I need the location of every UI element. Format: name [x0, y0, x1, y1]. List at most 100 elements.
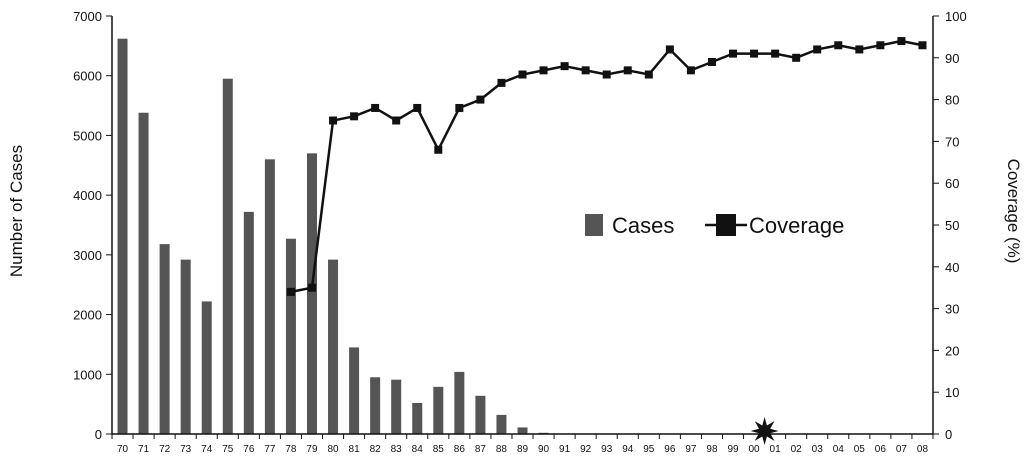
x-tick-label-93: 93 — [601, 444, 613, 455]
y-tick-label-5000: 5000 — [73, 128, 102, 143]
coverage-point-88 — [497, 78, 506, 87]
y-tick-label-1000: 1000 — [73, 367, 102, 382]
bar-75 — [222, 78, 233, 434]
x-tick-label-78: 78 — [285, 444, 297, 455]
x-tick-label-96: 96 — [664, 444, 676, 455]
coverage-point-78 — [286, 287, 295, 296]
x-tick-label-70: 70 — [117, 444, 129, 455]
x-tick-label-81: 81 — [349, 444, 361, 455]
x-tick-label-90: 90 — [538, 444, 550, 455]
x-tick-label-99: 99 — [727, 444, 739, 455]
y-tick-label-2000: 2000 — [73, 308, 102, 323]
x-tick-label-98: 98 — [706, 444, 718, 455]
bar-76 — [243, 211, 254, 434]
bar-85 — [433, 386, 444, 434]
x-tick-label-89: 89 — [517, 444, 529, 455]
coverage-point-85 — [434, 145, 443, 154]
x-tick-label-94: 94 — [622, 444, 634, 455]
coverage-point-86 — [455, 103, 464, 112]
legend-marker-coverage — [716, 214, 736, 236]
x-tick-label-95: 95 — [643, 444, 655, 455]
coverage-point-89 — [518, 70, 527, 79]
x-tick-label-04: 04 — [833, 444, 845, 455]
coverage-point-98 — [707, 57, 716, 66]
bar-78 — [285, 238, 296, 434]
coverage-point-06 — [876, 41, 885, 50]
x-tick-label-77: 77 — [264, 444, 276, 455]
coverage-point-03 — [813, 45, 822, 54]
x-tick-label-75: 75 — [222, 444, 234, 455]
legend-label-cases: Cases — [612, 213, 674, 238]
y-axis-title: Number of Cases — [7, 145, 26, 277]
coverage-point-96 — [665, 45, 674, 54]
bar-70 — [117, 38, 128, 434]
x-tick-label-86: 86 — [454, 444, 466, 455]
coverage-point-84 — [413, 103, 422, 112]
coverage-point-82 — [371, 103, 380, 112]
coverage-point-92 — [581, 66, 590, 75]
x-tick-label-74: 74 — [201, 444, 213, 455]
coverage-point-80 — [329, 116, 338, 125]
y2-tick-label-50: 50 — [945, 218, 959, 233]
star-marker-icon — [750, 417, 779, 445]
bar-80 — [328, 259, 339, 434]
coverage-line — [290, 39, 923, 294]
coverage-point-95 — [644, 70, 653, 79]
coverage-point-79 — [307, 283, 316, 292]
x-tick-label-03: 03 — [812, 444, 824, 455]
bar-77 — [264, 159, 275, 435]
bar-87 — [475, 395, 486, 434]
coverage-point-81 — [350, 112, 359, 121]
x-tick-label-08: 08 — [917, 444, 929, 455]
x-tick-label-06: 06 — [875, 444, 887, 455]
x-tick-label-76: 76 — [243, 444, 255, 455]
coverage-point-90 — [539, 66, 548, 75]
x-tick-label-80: 80 — [327, 444, 339, 455]
x-tick-label-01: 01 — [770, 444, 782, 455]
bar-81 — [349, 347, 360, 434]
x-tick-label-84: 84 — [412, 444, 424, 455]
x-tick-label-85: 85 — [433, 444, 445, 455]
coverage-point-04 — [834, 41, 843, 50]
legend-swatch-cases — [585, 214, 603, 236]
coverage-point-01 — [771, 49, 780, 58]
x-tick-label-02: 02 — [791, 444, 803, 455]
y-tick-label-4000: 4000 — [73, 188, 102, 203]
y-tick-label-6000: 6000 — [73, 69, 102, 84]
axes-group: 0100020003000400050006000700001020304050… — [73, 9, 967, 455]
bar-72 — [159, 244, 170, 434]
bar-74 — [201, 301, 212, 434]
y2-tick-label-100: 100 — [945, 9, 967, 24]
bar-86 — [454, 371, 465, 434]
bar-73 — [180, 259, 191, 434]
coverage-point-02 — [792, 53, 801, 62]
x-tick-label-88: 88 — [496, 444, 508, 455]
y2-tick-label-0: 0 — [945, 427, 952, 442]
bar-89 — [517, 427, 528, 434]
coverage-point-07 — [897, 37, 906, 46]
x-tick-label-05: 05 — [854, 444, 866, 455]
coverage-point-97 — [686, 66, 695, 75]
x-tick-label-97: 97 — [685, 444, 697, 455]
x-tick-label-73: 73 — [180, 444, 192, 455]
y-tick-label-0: 0 — [95, 427, 102, 442]
y-tick-label-7000: 7000 — [73, 9, 102, 24]
y2-tick-label-10: 10 — [945, 385, 959, 400]
coverage-point-91 — [560, 62, 569, 71]
coverage-point-94 — [623, 66, 632, 75]
coverage-point-08 — [918, 41, 927, 50]
bars-group — [117, 38, 549, 435]
x-tick-label-92: 92 — [580, 444, 592, 455]
y2-tick-label-70: 70 — [945, 134, 959, 149]
y-tick-label-3000: 3000 — [73, 248, 102, 263]
bar-84 — [412, 402, 423, 434]
coverage-point-83 — [392, 116, 401, 125]
x-tick-label-87: 87 — [475, 444, 487, 455]
legend-label-coverage: Coverage — [749, 213, 844, 238]
y2-tick-label-60: 60 — [945, 176, 959, 191]
coverage-point-00 — [750, 49, 759, 58]
x-tick-label-07: 07 — [896, 444, 908, 455]
legend: Cases Coverage — [585, 213, 844, 238]
y2-tick-label-90: 90 — [945, 51, 959, 66]
